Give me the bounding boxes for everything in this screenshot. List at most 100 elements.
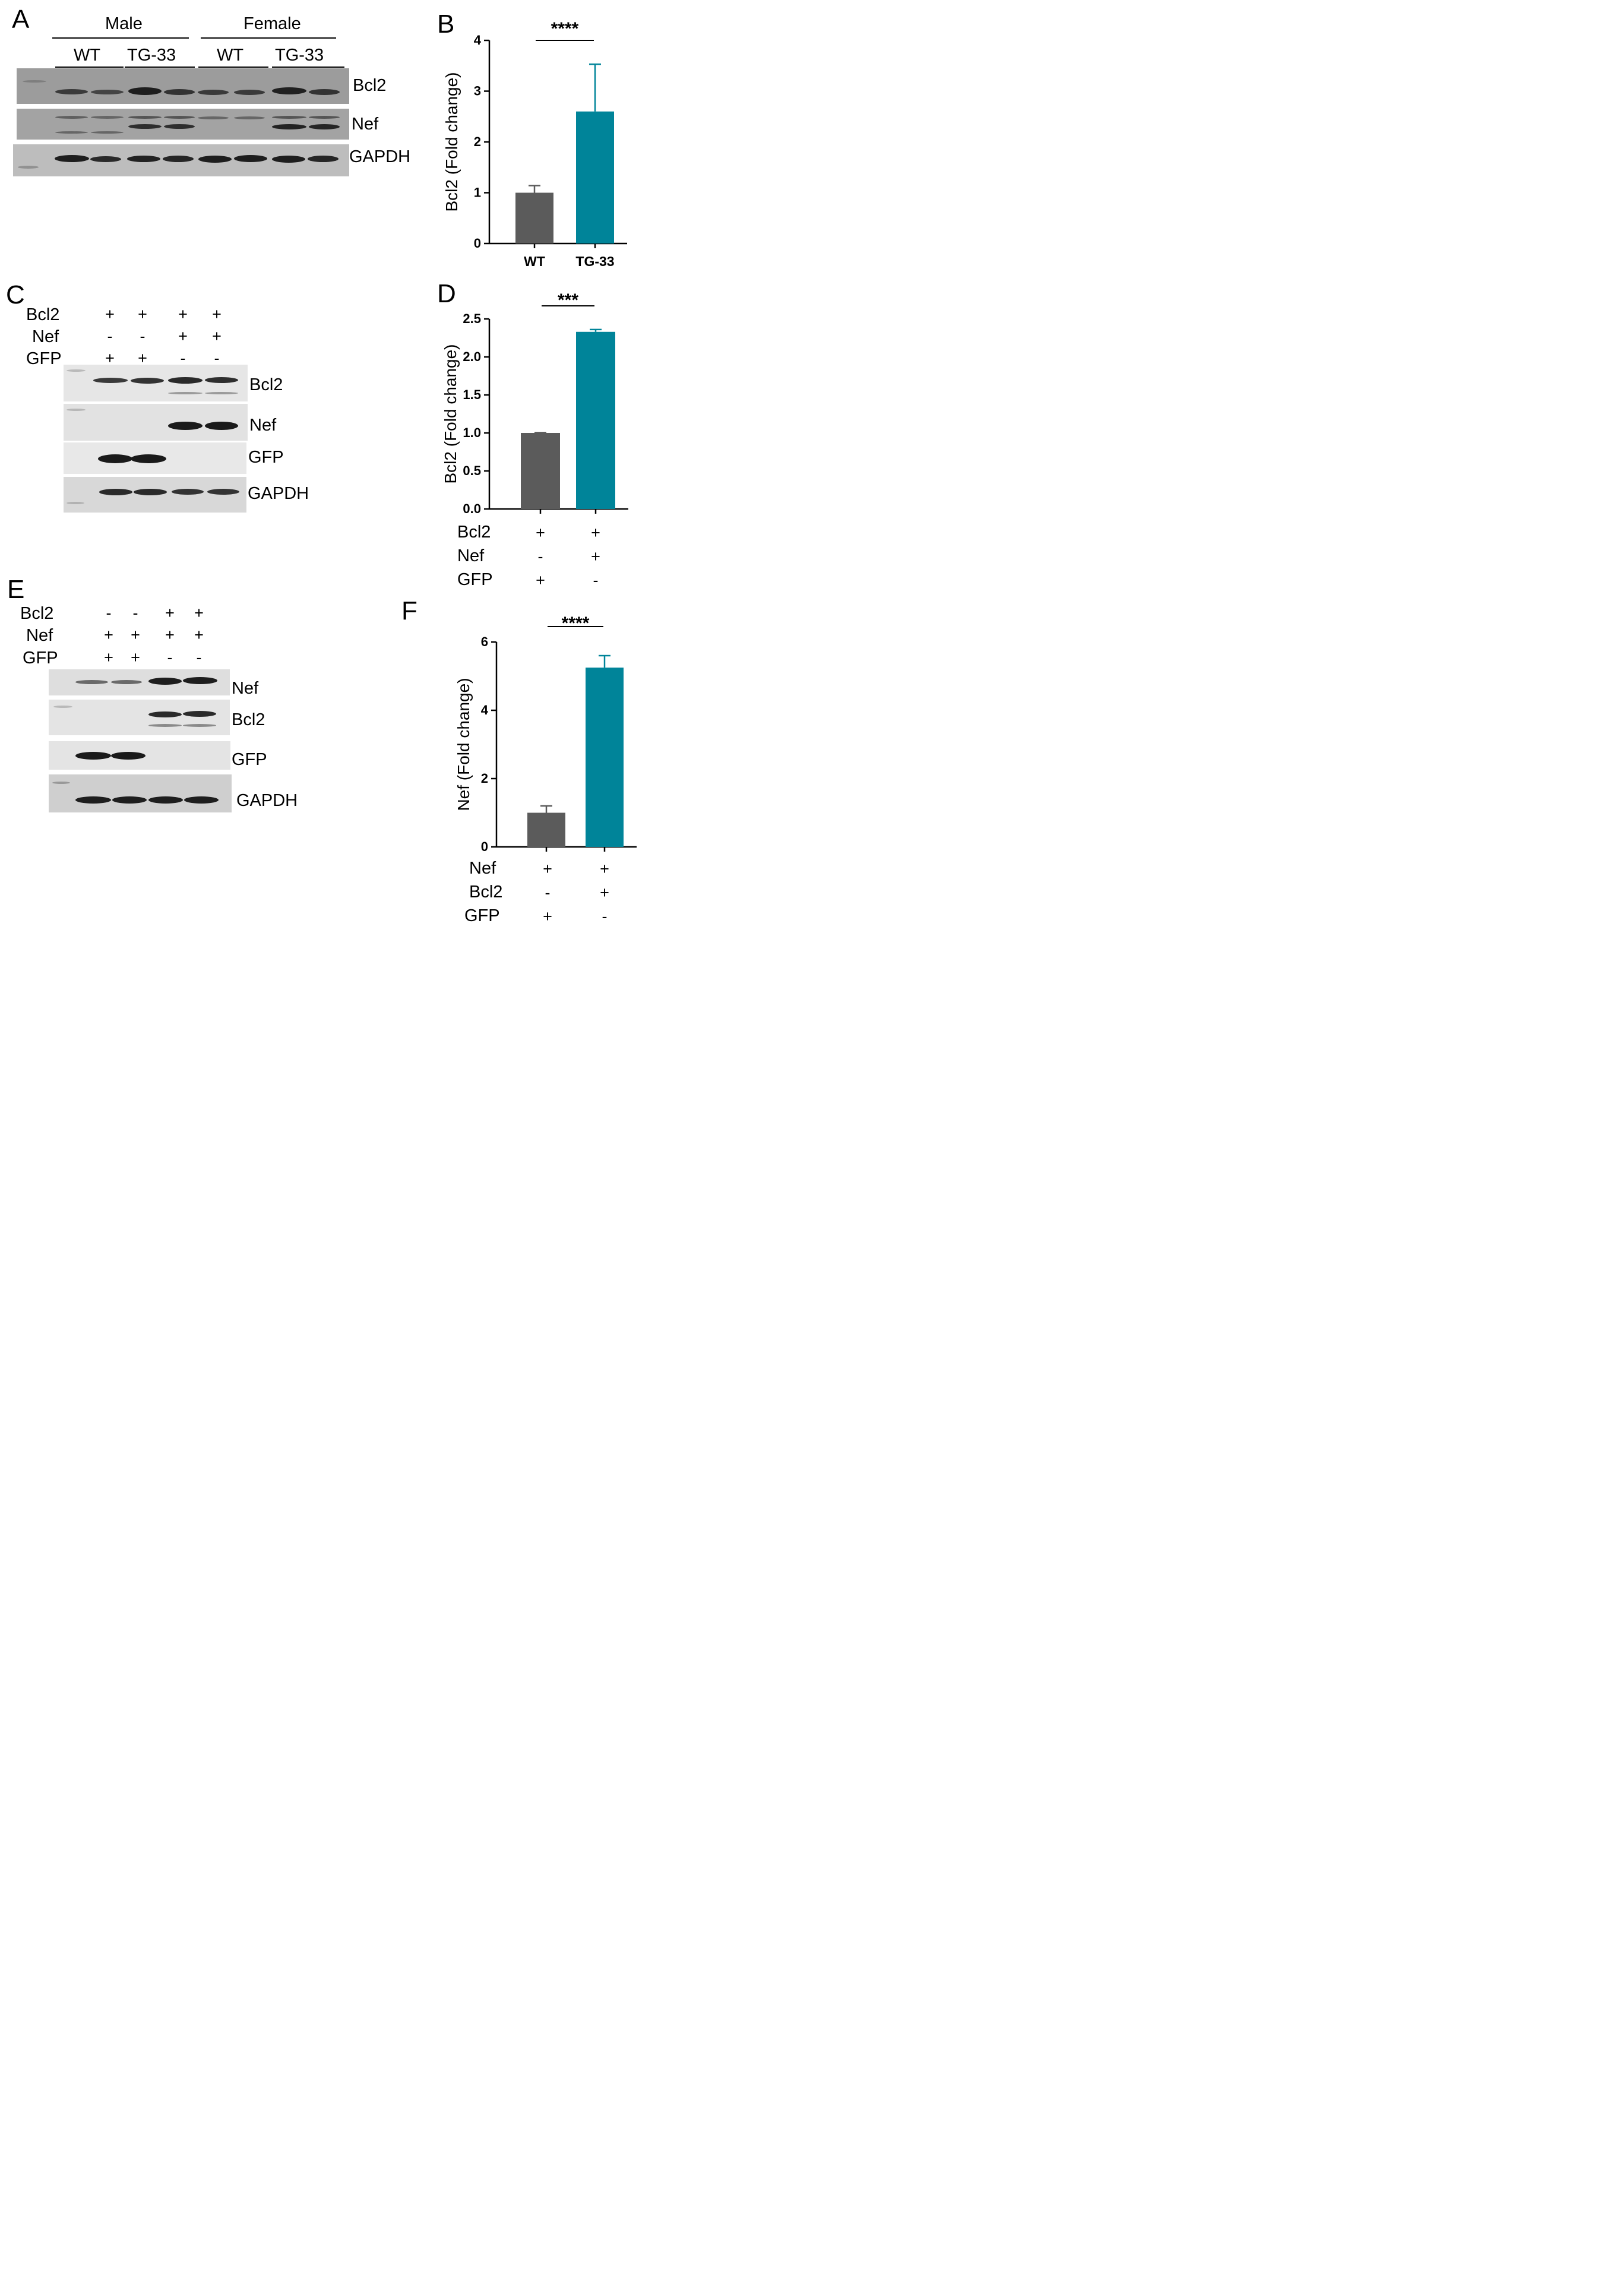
genotype-label: WT — [74, 46, 101, 65]
condition-sign: - — [545, 884, 551, 902]
significance-label: *** — [558, 290, 578, 310]
condition-label: GFP — [464, 906, 500, 925]
condition-sign: + — [194, 604, 204, 622]
blot-c-nef — [64, 404, 248, 441]
y-tick-label: 2 — [474, 134, 481, 149]
y-tick-label: 6 — [481, 634, 488, 649]
y-tick-label: 2 — [481, 771, 488, 786]
female-group-line — [201, 37, 336, 39]
bar — [515, 192, 553, 243]
blot-label: GAPDH — [349, 147, 411, 166]
x-tick-label: TG-33 — [575, 254, 614, 269]
condition-label: Bcl2 — [457, 523, 491, 542]
condition-label: Nef — [32, 327, 59, 346]
condition-sign: - — [196, 649, 202, 666]
blot-a-bcl2 — [17, 68, 349, 104]
chart-b: 0 1 2 3 4 Bcl2 (Fold change) WT TG-33 **** — [442, 19, 627, 269]
genotype-label: WT — [217, 46, 244, 65]
y-tick-label: 4 — [474, 33, 482, 48]
blot-a-gapdh — [13, 144, 349, 176]
blot-e-gfp — [49, 741, 230, 770]
condition-sign: + — [138, 305, 147, 323]
male-group-line — [52, 37, 189, 39]
blot-e-gapdh — [49, 774, 232, 812]
y-tick-label: 0.0 — [463, 501, 481, 516]
condition-sign: - — [537, 548, 543, 565]
condition-label: Nef — [26, 626, 53, 645]
condition-sign: + — [591, 548, 600, 565]
condition-label: Bcl2 — [469, 883, 503, 902]
group-label-male: Male — [105, 14, 143, 33]
chart-f: 0 2 4 6 Nef (Fold change) **** — [454, 613, 637, 854]
y-tick-label: 3 — [474, 84, 481, 99]
blot-label: Bcl2 — [353, 76, 387, 95]
condition-sign: + — [591, 524, 600, 542]
panel-letter-b: B — [437, 10, 455, 39]
x-tick-label: WT — [524, 254, 545, 269]
panel-letter-a: A — [12, 5, 30, 34]
y-tick-label: 0 — [474, 236, 481, 251]
condition-sign: + — [165, 626, 175, 644]
y-axis-label: Bcl2 (Fold change) — [441, 344, 460, 483]
condition-sign: + — [178, 327, 188, 345]
condition-sign: + — [536, 524, 545, 542]
condition-sign: - — [180, 349, 186, 367]
condition-label: Nef — [469, 859, 496, 878]
blot-e-nef — [49, 669, 230, 695]
condition-sign: - — [140, 327, 145, 345]
condition-label: Nef — [457, 546, 485, 565]
blot-label: GAPDH — [236, 791, 298, 810]
y-tick-label: 1.5 — [463, 387, 481, 402]
bar — [576, 111, 614, 243]
condition-sign: + — [104, 649, 113, 666]
blot-label: Bcl2 — [232, 710, 265, 729]
condition-sign: + — [212, 327, 222, 345]
condition-sign: + — [131, 626, 140, 644]
condition-sign: + — [543, 907, 552, 925]
significance-label: **** — [562, 613, 590, 633]
y-tick-label: 4 — [481, 703, 489, 717]
y-tick-label: 1 — [474, 185, 481, 200]
bar — [576, 331, 615, 509]
condition-sign: - — [132, 604, 138, 622]
blot-label: GFP — [232, 750, 267, 769]
y-tick-label: 2.5 — [463, 311, 481, 326]
genotype-label: TG-33 — [127, 46, 176, 65]
condition-label: GFP — [457, 570, 493, 589]
condition-sign: + — [536, 571, 545, 589]
blot-label: Nef — [249, 416, 277, 435]
condition-sign: - — [107, 327, 113, 345]
blot-label: Nef — [352, 115, 379, 134]
condition-sign: + — [600, 860, 609, 878]
genotype-line — [272, 67, 344, 68]
panel-letter-f: F — [401, 596, 417, 625]
group-label-female: Female — [243, 14, 301, 33]
condition-sign: + — [105, 305, 115, 323]
chart-d: 0.0 0.5 1.0 1.5 2.0 2.5 Bcl2 (Fold change) *** — [441, 290, 628, 516]
condition-sign: + — [165, 604, 175, 622]
bar — [586, 668, 624, 847]
blot-label: Bcl2 — [249, 375, 283, 394]
panel-letter-d: D — [437, 279, 456, 308]
blot-a-nef — [17, 109, 349, 140]
blot-label: GAPDH — [248, 484, 309, 503]
y-tick-label: 1.0 — [463, 425, 481, 440]
panel-letter-c: C — [6, 280, 25, 309]
genotype-line — [55, 67, 124, 68]
condition-sign: + — [543, 860, 552, 878]
panel-letter-e: E — [7, 575, 25, 604]
blot-c-gapdh — [64, 477, 246, 513]
condition-sign: + — [178, 305, 188, 323]
blot-label: Nef — [232, 679, 259, 698]
condition-label: Bcl2 — [26, 305, 60, 324]
significance-label: **** — [551, 19, 579, 39]
bar — [527, 812, 565, 847]
condition-sign: - — [106, 604, 112, 622]
genotype-line — [125, 67, 195, 68]
genotype-line — [198, 67, 268, 68]
bar — [521, 433, 560, 509]
blot-label: GFP — [248, 448, 284, 467]
y-tick-label: 2.0 — [463, 349, 481, 364]
blot-c-bcl2 — [64, 365, 248, 401]
blot-e-bcl2 — [49, 700, 230, 735]
